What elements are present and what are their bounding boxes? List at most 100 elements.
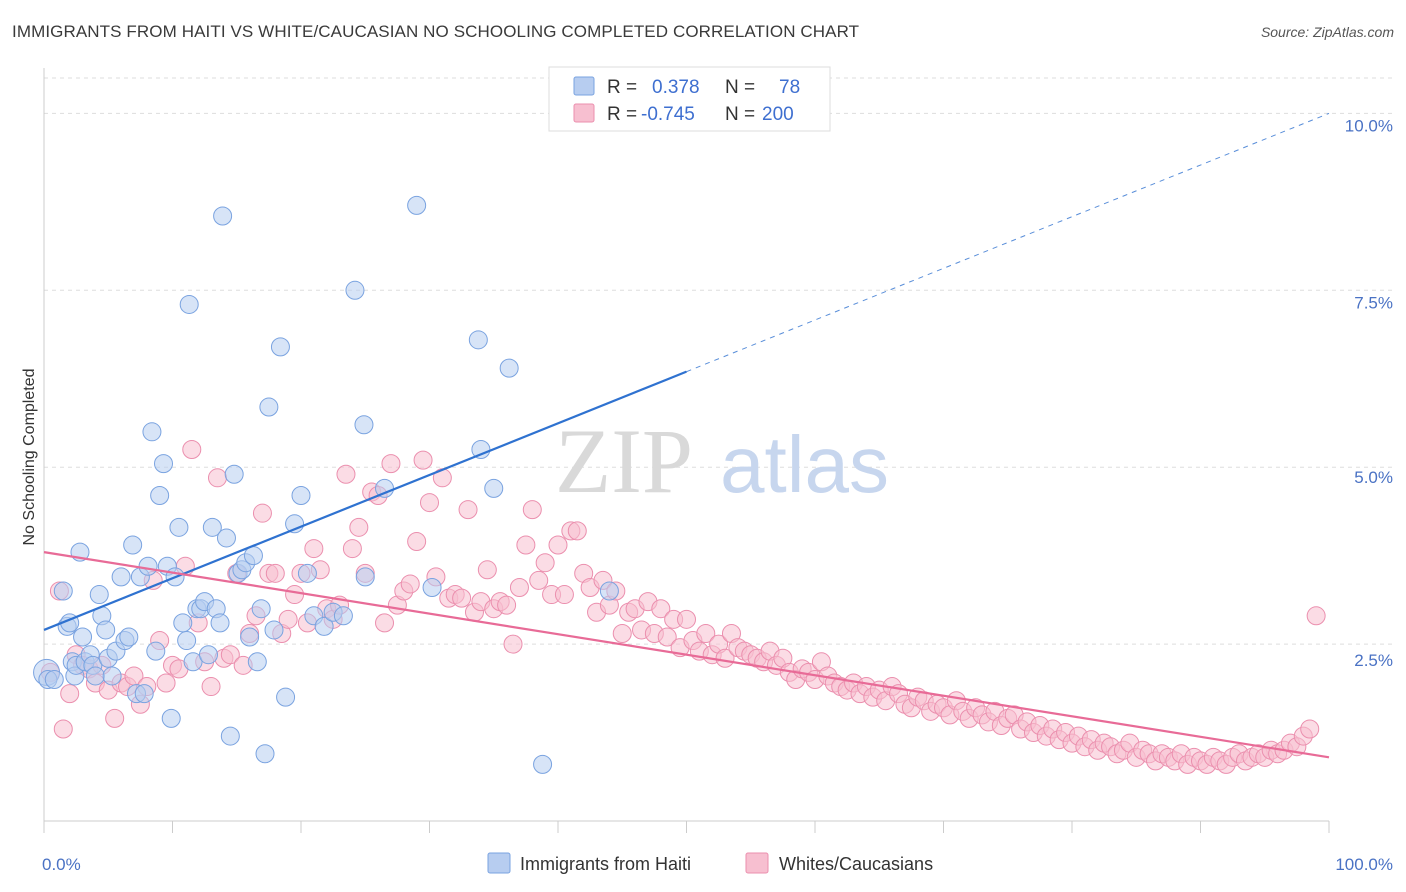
haiti-point xyxy=(422,577,442,597)
whites-point xyxy=(516,535,536,555)
haiti-point xyxy=(173,613,193,633)
whites-point xyxy=(1300,719,1320,739)
haiti-point xyxy=(146,641,166,661)
legend-r-value-1: 0.378 xyxy=(652,77,700,98)
trend-lines xyxy=(43,112,1330,759)
haiti-point xyxy=(355,567,375,587)
haiti-point xyxy=(247,652,267,672)
haiti-point xyxy=(213,206,233,226)
legend-box xyxy=(548,66,831,132)
haiti-point xyxy=(224,464,244,484)
whites-point xyxy=(278,609,298,629)
haiti-point xyxy=(407,195,427,215)
haiti-point xyxy=(276,687,296,707)
haiti-point xyxy=(123,535,143,555)
correlation-legend: R = 0.378 N = 78 R = -0.745 N = 200 xyxy=(548,66,831,132)
whites-point xyxy=(458,500,478,520)
haiti-trend-extension xyxy=(686,112,1330,373)
whites-point xyxy=(60,684,80,704)
whites-point xyxy=(554,585,574,605)
haiti-point xyxy=(314,616,334,636)
whites-point xyxy=(497,595,517,615)
haiti-trend-line xyxy=(43,370,687,631)
haiti-point xyxy=(198,645,218,665)
haiti-point xyxy=(345,280,365,300)
whites-point xyxy=(522,500,542,520)
series-swatch-whites xyxy=(745,852,769,874)
haiti-point xyxy=(533,754,553,774)
haiti-point xyxy=(259,397,279,417)
haiti-point xyxy=(154,454,174,474)
whites-point xyxy=(375,613,395,633)
whites-point xyxy=(1306,606,1326,626)
whites-point xyxy=(677,609,696,629)
source-label: Source: ZipAtlas.com xyxy=(1260,24,1394,40)
haiti-point xyxy=(179,294,199,314)
legend-n-value-2: 200 xyxy=(762,104,794,125)
haiti-point xyxy=(251,599,271,619)
whites-point xyxy=(201,677,221,697)
haiti-point xyxy=(471,440,491,459)
whites-point xyxy=(535,553,555,573)
haiti-point xyxy=(161,708,181,728)
whites-point xyxy=(220,645,240,665)
legend-swatch-pink xyxy=(573,103,595,123)
whites-point xyxy=(529,570,549,590)
haiti-point xyxy=(202,517,222,537)
haiti-point xyxy=(142,422,162,442)
haiti-point xyxy=(291,485,311,505)
y-axis-title: No Schooling Completed xyxy=(21,369,38,546)
haiti-point xyxy=(111,567,131,587)
whites-point xyxy=(503,634,523,654)
haiti-point xyxy=(216,528,236,548)
whites-point xyxy=(657,627,677,647)
whites-point xyxy=(53,719,73,739)
haiti-point xyxy=(134,684,154,704)
whites-point xyxy=(182,440,202,459)
whites-point xyxy=(156,673,176,693)
legend-r-label-1: R = xyxy=(607,77,637,98)
whites-point xyxy=(336,464,356,484)
watermark-atlas: atlas xyxy=(720,420,889,509)
haiti-point xyxy=(255,744,275,764)
haiti-point xyxy=(297,563,317,583)
legend-n-value-1: 78 xyxy=(779,77,800,98)
y-tick-label: 10.0% xyxy=(1345,116,1393,135)
y-tick-label: 7.5% xyxy=(1354,293,1393,312)
whites-point xyxy=(285,585,305,605)
whites-point xyxy=(265,563,285,583)
haiti-point xyxy=(240,627,260,647)
whites-point xyxy=(509,577,529,597)
series-legend: Immigrants from Haiti Whites/Caucasians xyxy=(487,852,933,874)
series-swatch-haiti xyxy=(487,852,511,874)
whites-point xyxy=(407,531,427,551)
haiti-point xyxy=(183,652,203,672)
haiti-point xyxy=(169,517,189,537)
haiti-point xyxy=(85,666,105,686)
haiti-point xyxy=(354,415,374,435)
haiti-point xyxy=(484,478,504,498)
legend-n-label-2: N = xyxy=(725,104,755,125)
haiti-point xyxy=(119,627,139,647)
whites-point xyxy=(342,539,362,559)
y-tick-label: 5.0% xyxy=(1354,468,1393,487)
whites-point xyxy=(420,493,439,513)
whites-point xyxy=(452,588,472,608)
whites-point xyxy=(612,623,632,643)
axes xyxy=(43,68,1330,833)
haiti-point xyxy=(73,627,93,647)
haiti-point xyxy=(138,556,158,576)
whites-point xyxy=(252,503,272,523)
x-tick-label: 100.0% xyxy=(1335,855,1393,874)
y-tick-label: 2.5% xyxy=(1354,651,1393,670)
whites-point xyxy=(696,623,716,643)
whites-point xyxy=(381,454,401,474)
legend-n-label-1: N = xyxy=(725,77,755,98)
whites-point xyxy=(567,521,587,541)
haiti-point xyxy=(53,581,73,601)
series-label-haiti: Immigrants from Haiti xyxy=(520,854,691,874)
watermark-zip: ZIP xyxy=(555,410,693,512)
whites-point xyxy=(400,574,420,594)
haiti-point xyxy=(96,620,116,640)
